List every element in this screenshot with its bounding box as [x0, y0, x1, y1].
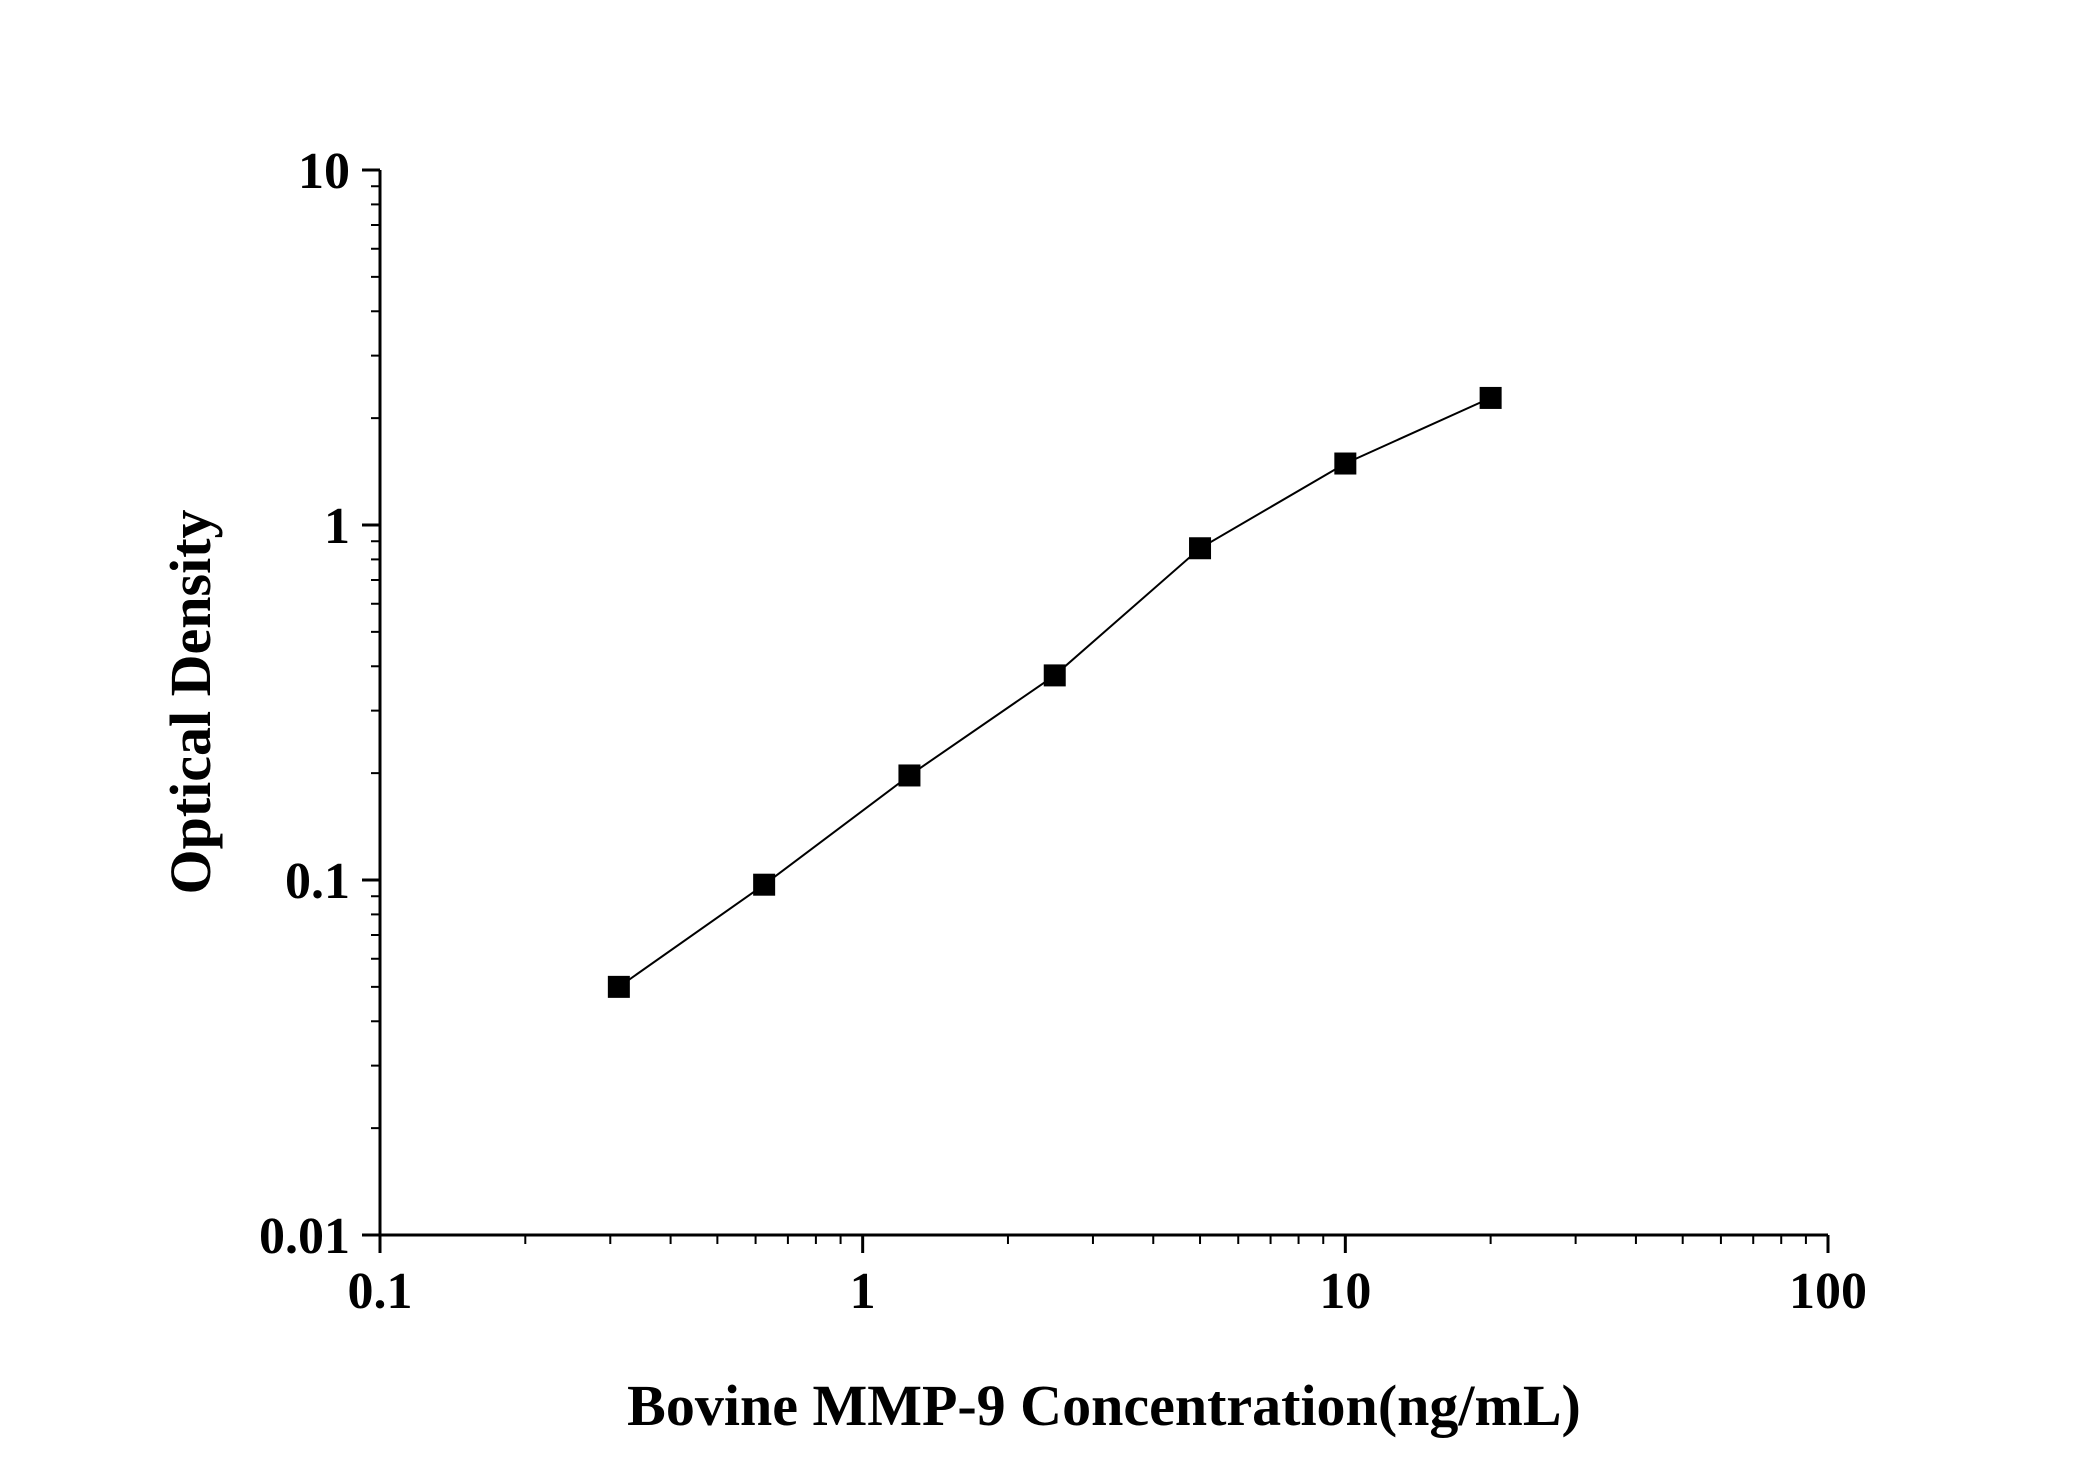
data-point: [1334, 452, 1357, 475]
x-tick-label: 10: [1319, 1263, 1371, 1320]
y-axis-title: Optical Density: [158, 509, 223, 894]
x-axis-title: Bovine MMP-9 Concentration(ng/mL): [627, 1373, 1581, 1438]
x-tick-label: 1: [850, 1263, 876, 1320]
data-point: [1189, 537, 1212, 560]
data-point: [607, 975, 630, 998]
series-line: [618, 396, 1492, 988]
x-tick-label: 0.1: [348, 1263, 413, 1320]
y-tick-label: 10: [298, 143, 350, 200]
data-point: [1479, 386, 1502, 409]
plot-area: [607, 386, 1502, 998]
y-tick-label: 0.01: [259, 1208, 350, 1265]
y-tick-label: 1: [324, 498, 350, 555]
data-point: [898, 764, 921, 787]
y-tick-label: 0.1: [285, 853, 350, 910]
x-axis-ticks: 0.1 1 10 100: [348, 1235, 1867, 1320]
x-tick-label: 100: [1789, 1263, 1867, 1320]
y-axis-ticks: 0.01 0.1 1 10: [259, 143, 380, 1265]
data-point: [1043, 664, 1066, 687]
data-point: [753, 873, 776, 896]
